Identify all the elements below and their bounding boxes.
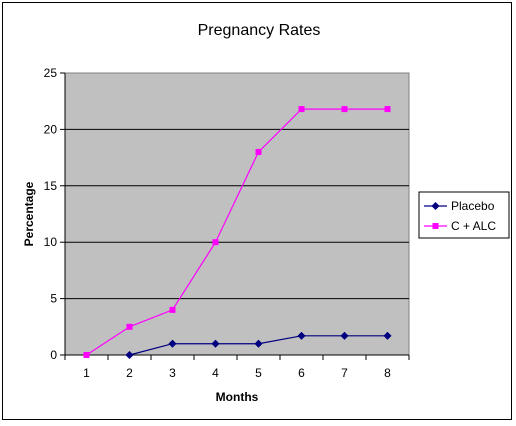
x-tick-label: 2 — [126, 366, 133, 380]
chart-frame: Pregnancy Rates 0 5 10 15 20 25 1 2 3 4 5 6 7 8 Mont… — [2, 2, 512, 420]
legend-label: Placebo — [451, 199, 495, 213]
x-axis-ticks: 1 2 3 4 5 6 7 8 — [64, 355, 410, 380]
y-axis-label: Percentage — [22, 181, 36, 246]
y-tick-label: 5 — [50, 292, 57, 306]
series-layer — [83, 106, 392, 360]
data-point — [298, 106, 305, 113]
data-point — [212, 239, 219, 246]
legend-item: C + ALC — [424, 219, 496, 233]
data-point — [126, 323, 133, 330]
y-tick-label: 0 — [50, 348, 57, 362]
x-tick-label: 1 — [83, 366, 90, 380]
gridlines — [65, 128, 409, 300]
x-tick-label: 4 — [212, 366, 219, 380]
legend-item: Placebo — [424, 199, 495, 213]
legend-swatch-marker — [432, 223, 439, 229]
data-point — [125, 350, 134, 360]
data-point — [340, 331, 349, 340]
series-c-alc — [83, 106, 391, 358]
y-axis-ticks: 0 5 10 15 20 25 — [44, 66, 65, 362]
y-tick-label: 20 — [44, 122, 58, 136]
series-placebo — [125, 331, 392, 360]
chart-title: Pregnancy Rates — [198, 22, 321, 39]
x-tick-label: 5 — [255, 366, 262, 380]
plot-area — [64, 72, 410, 356]
data-point — [384, 106, 391, 113]
legend-label: C + ALC — [451, 219, 496, 233]
line-chart: Pregnancy Rates 0 5 10 15 20 25 1 2 3 4 5 6 7 8 Mont… — [22, 22, 510, 404]
y-tick-label: 10 — [44, 235, 58, 249]
data-point — [211, 339, 220, 348]
x-tick-label: 6 — [298, 366, 305, 380]
x-tick-label: 3 — [169, 366, 176, 380]
data-point — [255, 148, 262, 155]
y-tick-label: 25 — [44, 66, 58, 80]
data-point — [297, 331, 306, 340]
data-point — [341, 106, 348, 113]
x-tick-label: 8 — [384, 366, 391, 380]
data-point — [83, 352, 90, 358]
data-point — [168, 339, 177, 348]
legend-box — [418, 191, 510, 239]
x-axis-label: Months — [216, 390, 259, 404]
legend-swatch-marker — [431, 201, 440, 211]
data-point — [169, 306, 176, 313]
y-tick-label: 15 — [44, 179, 58, 193]
data-point — [383, 331, 392, 340]
x-tick-label: 7 — [341, 366, 348, 380]
legend: Placebo C + ALC — [418, 191, 510, 239]
data-point — [254, 339, 263, 348]
series-line — [86, 108, 388, 356]
